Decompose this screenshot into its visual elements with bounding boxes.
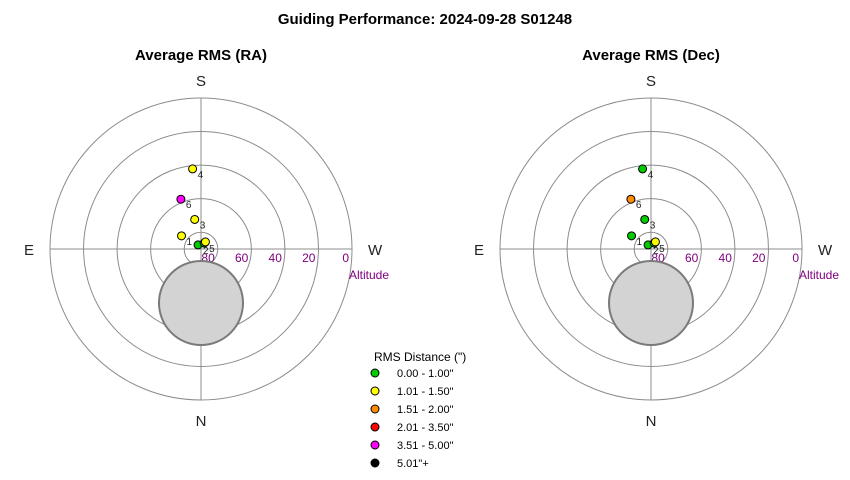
data-point (176, 194, 186, 204)
altitude-tick-label: 40 (719, 251, 733, 265)
obstruction-disc (158, 260, 244, 346)
altitude-axis-label: Altitude (349, 268, 389, 282)
obstruction-disc (608, 260, 694, 346)
legend-swatch (370, 386, 380, 396)
altitude-axis-label: Altitude (799, 268, 839, 282)
point-label: 6 (636, 200, 642, 211)
altitude-tick-label: 20 (752, 251, 766, 265)
altitude-tick-label: 0 (792, 251, 799, 265)
data-point (640, 214, 650, 224)
data-point (190, 214, 200, 224)
point-label: 4 (648, 170, 654, 181)
legend-item-label: 5.01"+ (397, 458, 429, 470)
point-label: 2 (653, 246, 659, 257)
altitude-tick-label: 60 (235, 251, 249, 265)
legend-item-label: 2.01 - 3.50" (397, 422, 454, 434)
compass-east: E (474, 242, 484, 259)
compass-north: N (646, 413, 657, 430)
data-point (200, 237, 210, 247)
chart-title: Guiding Performance: 2024-09-28 S01248 (278, 11, 572, 28)
point-label: 2 (203, 246, 209, 257)
plot-title: Average RMS (RA) (135, 47, 267, 64)
legend-swatch (370, 422, 380, 432)
altitude-tick-label: 0 (342, 251, 349, 265)
compass-west: W (368, 242, 383, 259)
data-point (627, 231, 637, 241)
legend-item-label: 1.51 - 2.00" (397, 404, 454, 416)
altitude-tick-label: 40 (269, 251, 283, 265)
legend-swatch (370, 440, 380, 450)
data-point (188, 164, 198, 174)
point-label: 4 (198, 170, 204, 181)
data-point (650, 237, 660, 247)
legend-item-label: 0.00 - 1.00" (397, 368, 454, 380)
data-point (626, 194, 636, 204)
legend-title: RMS Distance (") (374, 350, 466, 364)
legend: RMS Distance (") 0.00 - 1.00" 1.01 - 1.50"… (370, 350, 466, 470)
altitude-tick-label: 60 (685, 251, 699, 265)
point-label: 6 (186, 200, 192, 211)
compass-north: N (196, 413, 207, 430)
legend-swatch (370, 404, 380, 414)
point-label: 3 (650, 220, 656, 231)
altitude-tick-label: 20 (302, 251, 316, 265)
compass-south: S (196, 73, 206, 90)
compass-west: W (818, 242, 833, 259)
point-label: 5 (659, 244, 665, 255)
point-label: 1 (637, 237, 643, 248)
plot-title: Average RMS (Dec) (582, 47, 720, 64)
point-label: 1 (187, 237, 193, 248)
point-label: 5 (209, 244, 215, 255)
point-label: 3 (200, 220, 206, 231)
data-point (177, 231, 187, 241)
legend-item-label: 1.01 - 1.50" (397, 386, 454, 398)
data-point (638, 164, 648, 174)
legend-swatch (370, 458, 380, 468)
compass-east: E (24, 242, 34, 259)
legend-swatch (370, 368, 380, 378)
legend-item-label: 3.51 - 5.00" (397, 440, 454, 452)
compass-south: S (646, 73, 656, 90)
